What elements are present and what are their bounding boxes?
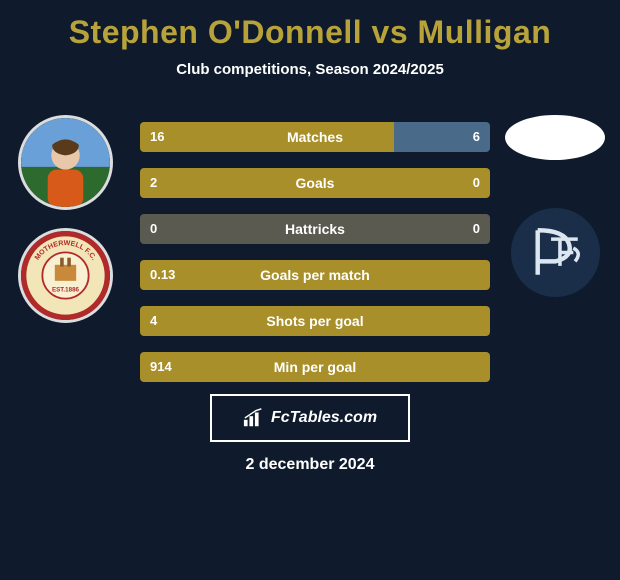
bar-row: 4Shots per goal (140, 306, 490, 336)
bar-row: 20Goals (140, 168, 490, 198)
bar-row: 00Hattricks (140, 214, 490, 244)
bar-label: Min per goal (140, 352, 490, 382)
bar-row: 0.13Goals per match (140, 260, 490, 290)
bar-label: Hattricks (140, 214, 490, 244)
brand-badge: FcTables.com (210, 394, 410, 442)
left-player-column: EST.1886 MOTHERWELL F.C. (10, 115, 120, 341)
bar-row: 914Min per goal (140, 352, 490, 382)
date-label: 2 december 2024 (0, 456, 620, 474)
comparison-bars: 166Matches 20Goals 00Hattricks 0.13Goals pe… (140, 122, 490, 398)
brand-text: FcTables.com (271, 409, 377, 427)
bar-label: Matches (140, 122, 490, 152)
bar-label: Goals per match (140, 260, 490, 290)
club-badge-icon (511, 208, 600, 297)
brand-chart-icon (243, 408, 265, 428)
subtitle: Club competitions, Season 2024/2025 (0, 61, 620, 78)
bar-label: Goals (140, 168, 490, 198)
avatar-placeholder-icon (21, 118, 110, 207)
svg-text:EST.1886: EST.1886 (52, 287, 80, 294)
left-club-badge: EST.1886 MOTHERWELL F.C. (18, 228, 113, 323)
comparison-card: Stephen O'Donnell vs Mulligan Club compe… (0, 0, 620, 580)
bar-row: 166Matches (140, 122, 490, 152)
page-title: Stephen O'Donnell vs Mulligan (0, 0, 620, 51)
right-player-column (500, 115, 610, 318)
right-club-badge (508, 205, 603, 300)
right-player-avatar (505, 115, 605, 160)
bar-label: Shots per goal (140, 306, 490, 336)
club-badge-icon: EST.1886 MOTHERWELL F.C. (21, 231, 110, 320)
left-player-avatar (18, 115, 113, 210)
